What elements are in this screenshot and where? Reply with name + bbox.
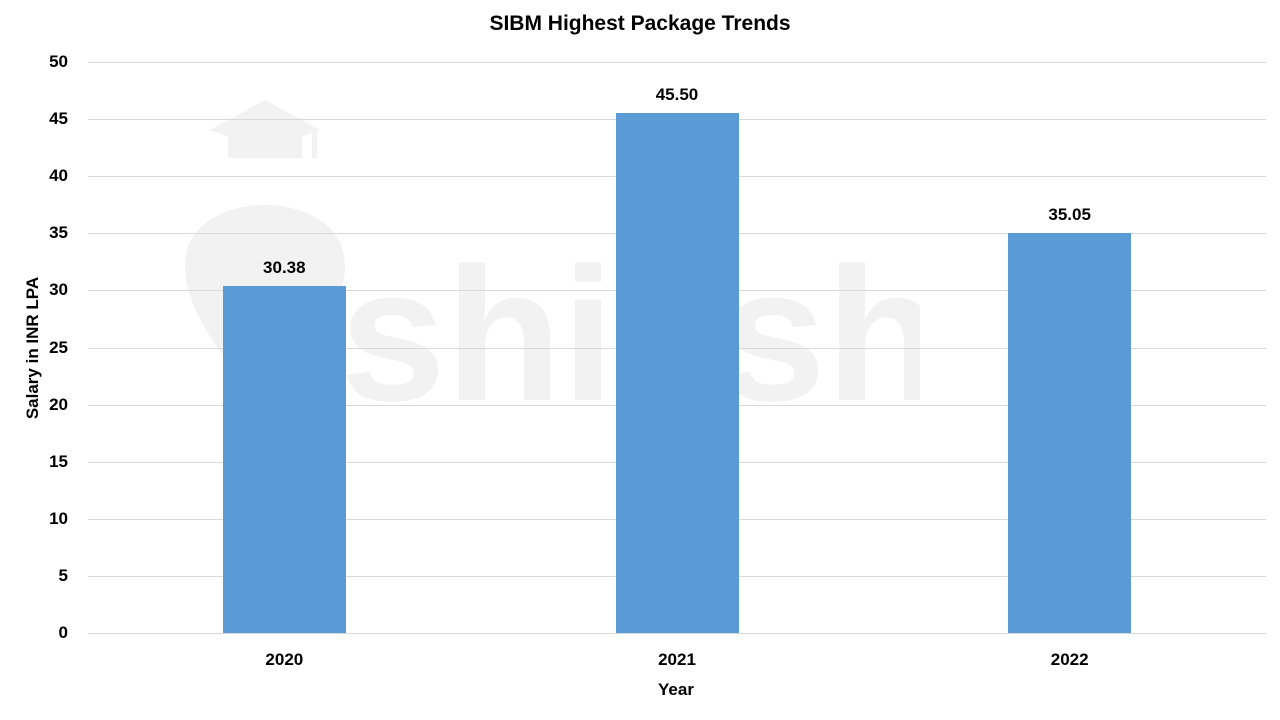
chart-title: SIBM Highest Package Trends — [489, 12, 791, 35]
data-label: 30.38 — [263, 258, 306, 278]
y-tick-label: 45 — [49, 109, 68, 129]
gridline — [88, 62, 1266, 63]
bar-2022 — [1008, 232, 1132, 633]
y-tick-label: 35 — [49, 223, 68, 243]
x-tick-label: 2021 — [658, 650, 696, 669]
bar-2020 — [222, 286, 346, 633]
y-tick-label: 50 — [49, 52, 68, 71]
y-tick-label: 20 — [49, 394, 68, 414]
y-tick-label: 10 — [49, 508, 68, 528]
x-tick-label: 2022 — [1050, 650, 1089, 669]
y-tick-label: 40 — [49, 166, 68, 186]
x-tick-label: 2020 — [265, 650, 304, 669]
bar-2021 — [615, 113, 739, 633]
data-label: 45.50 — [655, 85, 699, 105]
plot-area: 30.38 45.50 35.05 — [88, 62, 1266, 634]
data-label: 35.05 — [1048, 204, 1091, 224]
y-tick-label: 5 — [58, 565, 68, 585]
x-axis-label: Year — [658, 680, 694, 699]
gridline — [88, 633, 1266, 634]
y-tick-label: 0 — [58, 623, 68, 642]
y-tick-label: 25 — [49, 337, 68, 357]
y-tick-label: 30 — [49, 280, 68, 300]
y-tick-label: 15 — [49, 451, 68, 471]
